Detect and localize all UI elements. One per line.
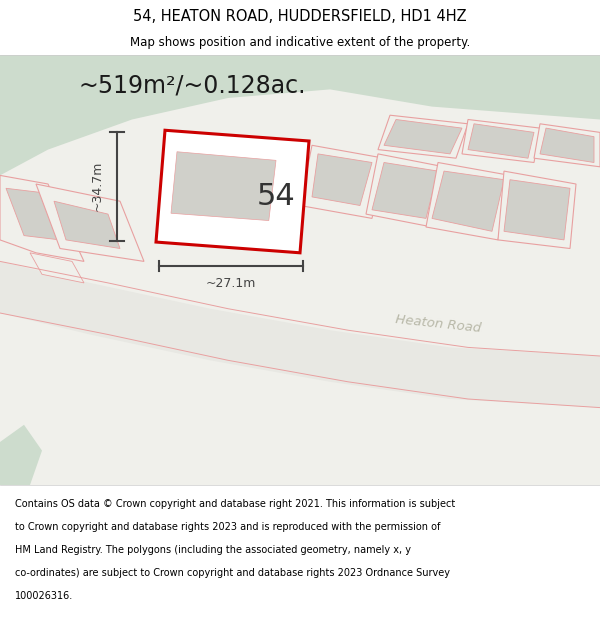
Polygon shape [312,154,372,206]
Polygon shape [0,261,600,408]
Polygon shape [498,171,576,249]
Polygon shape [432,171,504,231]
Text: 54: 54 [257,182,295,211]
Polygon shape [378,115,468,158]
Polygon shape [468,124,534,158]
Polygon shape [462,119,540,162]
Text: ~519m²/~0.128ac.: ~519m²/~0.128ac. [78,73,306,97]
Polygon shape [30,253,84,283]
Polygon shape [534,124,600,167]
Polygon shape [171,152,276,221]
Text: co-ordinates) are subject to Crown copyright and database rights 2023 Ordnance S: co-ordinates) are subject to Crown copyr… [15,568,450,578]
Text: Map shows position and indicative extent of the property.: Map shows position and indicative extent… [130,36,470,49]
Polygon shape [504,180,570,240]
Polygon shape [0,55,600,485]
Polygon shape [0,176,84,261]
Text: Heaton Road: Heaton Road [394,312,482,335]
Polygon shape [384,119,462,154]
Polygon shape [156,130,309,253]
Polygon shape [0,55,600,176]
Text: 100026316.: 100026316. [15,591,73,601]
Text: Contains OS data © Crown copyright and database right 2021. This information is : Contains OS data © Crown copyright and d… [15,499,455,509]
Polygon shape [6,188,60,240]
Text: 54, HEATON ROAD, HUDDERSFIELD, HD1 4HZ: 54, HEATON ROAD, HUDDERSFIELD, HD1 4HZ [133,9,467,24]
Text: ~34.7m: ~34.7m [91,161,104,211]
Polygon shape [0,425,42,485]
Polygon shape [54,201,120,249]
Polygon shape [366,154,444,227]
Polygon shape [36,184,144,261]
Text: to Crown copyright and database rights 2023 and is reproduced with the permissio: to Crown copyright and database rights 2… [15,522,440,532]
Polygon shape [372,162,438,218]
Polygon shape [540,128,594,162]
Text: ~27.1m: ~27.1m [206,278,256,290]
Polygon shape [426,162,510,240]
Text: HM Land Registry. The polygons (including the associated geometry, namely x, y: HM Land Registry. The polygons (includin… [15,545,411,555]
Polygon shape [300,145,384,218]
